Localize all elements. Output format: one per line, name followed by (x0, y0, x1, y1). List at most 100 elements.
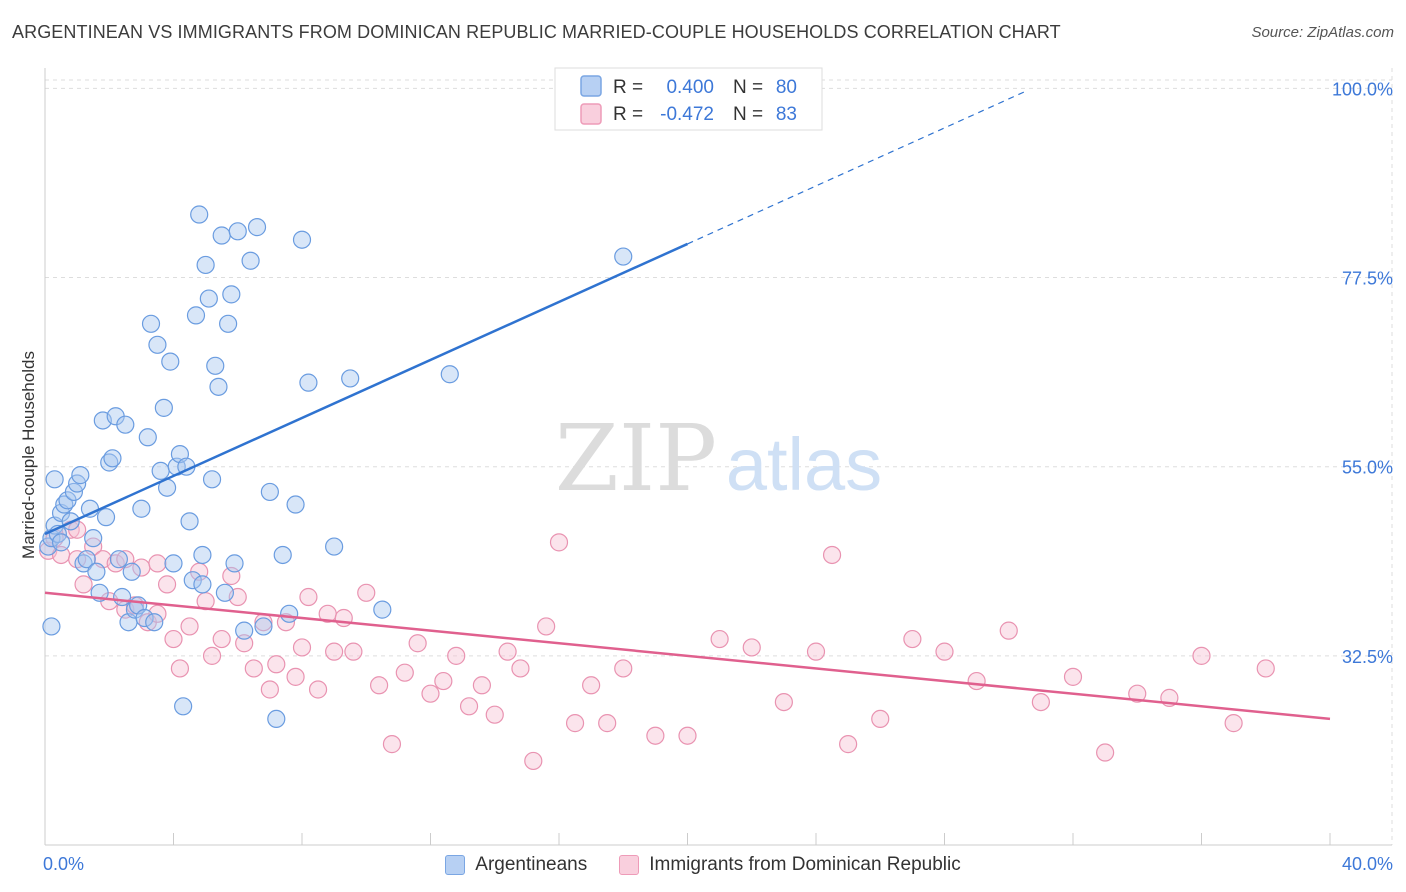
legend-swatch-blue (445, 855, 466, 875)
blue-point-76 (45, 470, 64, 489)
pink-point-69 (967, 671, 986, 691)
legend-label-dominican: Immigrants from Dominican Republic (649, 854, 961, 875)
bottom-legend: Argentineans Immigrants from Dominican R… (0, 852, 1406, 878)
blue-point-45 (183, 571, 202, 590)
pink-trend-line (44, 591, 1331, 721)
legend-blue-r-label: R = (613, 77, 643, 98)
blue-point-22 (109, 550, 128, 569)
x-tick-labels: 0.0% 40.0% (43, 854, 1393, 874)
blue-point-26 (122, 562, 141, 581)
y-tick-label-3: 100.0% (1332, 79, 1393, 99)
y-tick-label-0: 32.5% (1342, 647, 1393, 667)
source-label: Source: ZipAtlas.com (1251, 24, 1394, 41)
blue-point-36 (154, 398, 173, 417)
pink-point-44 (421, 684, 440, 703)
pink-point-54 (549, 533, 569, 552)
pink-point-62 (742, 638, 761, 657)
pink-point-45 (434, 671, 453, 691)
pink-point-66 (871, 709, 890, 729)
blue-trend-line (44, 242, 689, 536)
pink-point-50 (498, 642, 517, 661)
y-axis-label: Married-couple Households (19, 351, 38, 559)
pink-point-5 (74, 575, 93, 594)
pink-point-58 (614, 659, 633, 678)
pink-point-32 (292, 638, 312, 657)
pink-point-49 (485, 705, 504, 724)
pink-point-40 (370, 676, 389, 695)
blue-point-72 (341, 369, 360, 388)
blue-point-71 (325, 537, 344, 556)
blue-point-44 (180, 512, 199, 531)
watermark: ZIP atlas (555, 405, 882, 512)
pink-point-29 (267, 655, 286, 674)
blue-series-points (39, 205, 633, 729)
pink-point-22 (212, 629, 231, 649)
pink-point-47 (459, 697, 479, 716)
blue-point-39 (164, 554, 183, 573)
blue-point-52 (206, 356, 225, 375)
pink-point-37 (334, 608, 353, 628)
pink-point-63 (774, 692, 793, 712)
blue-point-53 (209, 377, 228, 396)
blue-point-79 (193, 575, 212, 594)
blue-point-23 (112, 587, 132, 607)
watermark-atlas: atlas (726, 423, 882, 506)
pink-point-60 (678, 726, 697, 745)
blue-point-66 (273, 545, 292, 565)
blue-point-33 (145, 613, 164, 632)
pink-point-57 (598, 714, 617, 733)
pink-point-39 (357, 583, 376, 602)
chart-title: ARGENTINEAN VS IMMIGRANTS FROM DOMINICAN… (12, 22, 1061, 42)
blue-point-48 (193, 545, 212, 565)
pink-point-73 (1096, 743, 1115, 762)
legend-blue-r-value: 0.400 (666, 77, 714, 98)
pink-point-15 (157, 575, 177, 594)
blue-point-60 (235, 621, 254, 640)
blue-point-10 (71, 466, 90, 485)
pink-point-46 (447, 646, 466, 665)
blue-point-77 (51, 533, 71, 552)
blue-trend-extension (687, 91, 1026, 245)
legend-pink-r-value: -0.472 (660, 104, 714, 125)
pink-point-31 (286, 667, 305, 686)
pink-point-65 (839, 735, 858, 754)
watermark-zip: ZIP (555, 405, 717, 512)
blue-point-15 (87, 562, 106, 581)
pink-point-33 (299, 587, 318, 607)
blue-point-12 (77, 550, 96, 569)
legend-blue-swatch (580, 75, 602, 97)
pink-point-56 (582, 676, 601, 695)
blue-point-62 (247, 218, 267, 237)
legend-pink-n-value: 83 (776, 104, 797, 125)
pink-point-51 (511, 659, 530, 678)
pink-point-72 (1063, 667, 1083, 686)
blue-point-59 (228, 222, 247, 241)
legend-blue-n-value: 80 (776, 77, 797, 98)
pink-point-21 (202, 646, 222, 665)
blue-point-64 (260, 482, 279, 502)
pink-point-18 (180, 617, 199, 636)
legend-pink-n-label: N = (733, 104, 763, 125)
pink-point-25 (235, 634, 254, 653)
legend-item-argentineans: Argentineans (445, 854, 587, 876)
blue-point-57 (222, 285, 241, 304)
blue-point-35 (151, 461, 170, 481)
pink-point-77 (1224, 714, 1243, 733)
pink-series-points (39, 520, 1275, 771)
blue-point-31 (138, 428, 157, 447)
pink-point-61 (710, 629, 729, 649)
blue-point-51 (202, 470, 222, 489)
blue-point-73 (373, 600, 392, 619)
blue-point-50 (199, 289, 218, 308)
stats-legend: R = 0.400 N = 80 R = -0.472 N = 83 (554, 67, 823, 131)
blue-point-74 (440, 365, 459, 384)
trend-lines (44, 91, 1331, 721)
pink-point-41 (382, 735, 402, 754)
blue-point-69 (292, 230, 312, 249)
blue-point-14 (84, 529, 103, 548)
pink-point-78 (1256, 659, 1275, 678)
blue-point-56 (219, 314, 238, 333)
pink-point-38 (344, 642, 363, 661)
blue-point-70 (299, 373, 318, 392)
y-tick-labels: 32.5% 55.0% 77.5% 100.0% (1332, 79, 1393, 666)
